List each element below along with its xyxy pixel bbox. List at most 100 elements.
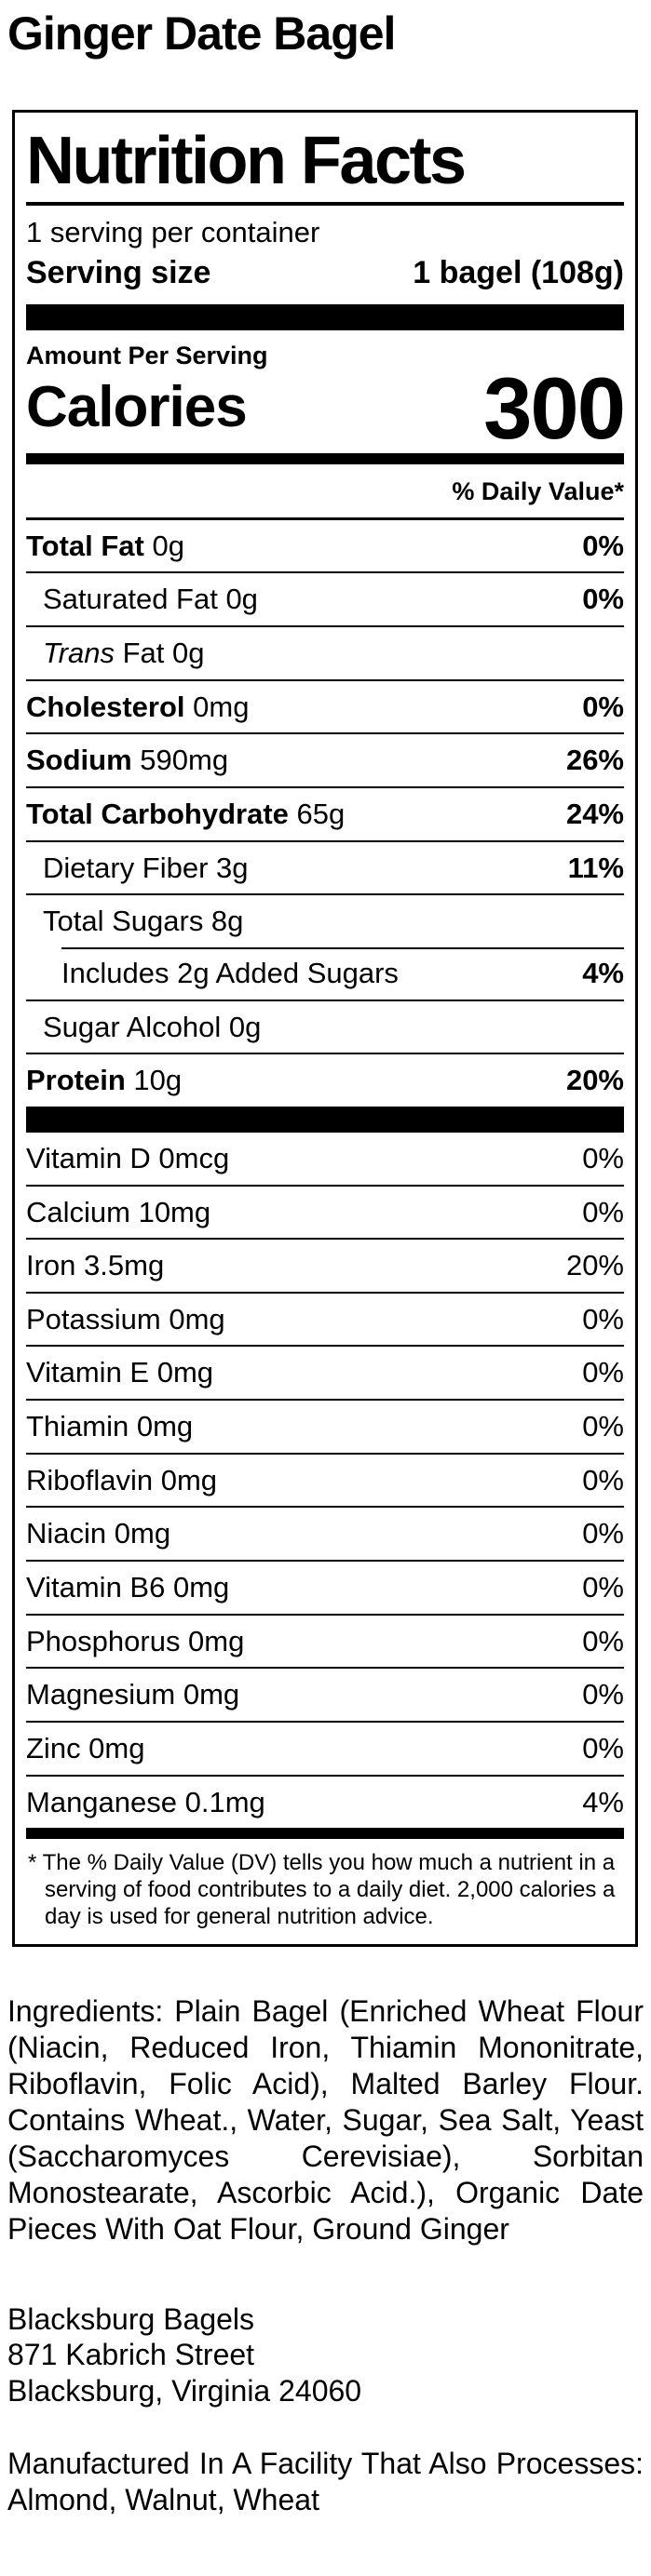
nutrient-row-added-sugars: Includes 2g Added Sugars 4% xyxy=(26,946,624,1000)
micronutrient-row-riboflavin: Riboflavin 0mg 0% xyxy=(26,1452,624,1507)
nutrient-name-bold: Total Carbohydrate xyxy=(26,798,289,831)
nutrient-name-italic: Trans xyxy=(43,637,115,670)
nutrient-daily-value: 24% xyxy=(565,798,624,831)
micronutrient-daily-value: 0% xyxy=(582,1678,624,1711)
divider-bar-thick xyxy=(26,1106,624,1133)
product-title: Ginger Date Bagel xyxy=(7,7,396,60)
micronutrient-row-magnesium: Magnesium 0mg 0% xyxy=(26,1667,624,1721)
micronutrient-name: Magnesium 0mg xyxy=(26,1678,240,1711)
nutrient-name: Includes 2g Added Sugars xyxy=(61,956,399,989)
nutrient-amount: 10g xyxy=(133,1064,183,1097)
micronutrient-row-niacin: Niacin 0mg 0% xyxy=(26,1506,624,1560)
nutrient-row-saturated-fat: Saturated Fat 0g 0% xyxy=(26,571,624,625)
micronutrient-name: Riboflavin 0mg xyxy=(26,1463,218,1496)
micronutrient-daily-value: 0% xyxy=(582,1731,624,1764)
nutrient-daily-value: 0% xyxy=(582,583,624,616)
micronutrient-row-vitamin-b6: Vitamin B6 0mg 0% xyxy=(26,1560,624,1614)
micronutrient-daily-value: 0% xyxy=(582,1624,624,1657)
nutrient-name: Total Sugars 8g xyxy=(43,905,244,938)
serving-size-value: 1 bagel (108g) xyxy=(413,254,624,290)
divider-bar-medium xyxy=(26,452,624,464)
ingredients-paragraph: Ingredients: Plain Bagel (Enriched Wheat… xyxy=(7,1993,644,2246)
nutrient-amount: 0mg xyxy=(193,690,250,723)
calories-label: Calories xyxy=(26,374,248,439)
micronutrient-daily-value: 20% xyxy=(565,1249,624,1282)
nutrient-name-bold: Sodium xyxy=(26,744,132,777)
micronutrient-row-phosphorus: Phosphorus 0mg 0% xyxy=(26,1613,624,1668)
serving-size-row: Serving size 1 bagel (108g) xyxy=(26,251,624,304)
micronutrient-row-thiamin: Thiamin 0mg 0% xyxy=(26,1399,624,1453)
micronutrient-name: Vitamin E 0mg xyxy=(26,1356,214,1389)
nutrient-name: Protein 10g xyxy=(26,1064,182,1097)
nutrient-daily-value: 0% xyxy=(582,690,624,723)
manufacturer-name: Blacksburg Bagels xyxy=(7,2301,255,2336)
nutrient-name: Total Fat 0g xyxy=(26,530,184,563)
nutrient-name: Dietary Fiber 3g xyxy=(43,851,249,884)
nutrient-name: Total Carbohydrate 65g xyxy=(26,798,345,831)
micronutrient-name: Niacin 0mg xyxy=(26,1517,171,1550)
nutrient-name: Sugar Alcohol 0g xyxy=(43,1010,262,1043)
servings-per-container: 1 serving per container xyxy=(26,216,320,248)
micronutrient-daily-value: 0% xyxy=(582,1302,624,1335)
nutrient-name-bold: Protein xyxy=(26,1064,126,1097)
micronutrient-name: Thiamin 0mg xyxy=(26,1410,194,1443)
nutrient-row-protein: Protein 10g 20% xyxy=(26,1053,624,1107)
nutrient-name: Trans Fat 0g xyxy=(43,637,204,670)
nutrient-name: Saturated Fat 0g xyxy=(43,583,258,616)
nutrient-row-total-sugars: Total Sugars 8g xyxy=(26,893,624,947)
micronutrient-daily-value: 0% xyxy=(582,1141,624,1174)
micronutrient-daily-value: 0% xyxy=(582,1356,624,1389)
daily-value-footnote: * The % Daily Value (DV) tells you how m… xyxy=(26,1839,624,1936)
nutrient-daily-value: 0% xyxy=(582,529,624,562)
micronutrient-name: Phosphorus 0mg xyxy=(26,1624,245,1657)
nutrient-row-dietary-fiber: Dietary Fiber 3g 11% xyxy=(26,839,624,894)
nutrient-name: Cholesterol 0mg xyxy=(26,691,249,724)
nutrient-row-total-fat: Total Fat 0g 0% xyxy=(26,520,624,572)
micronutrient-row-manganese: Manganese 0.1mg 4% xyxy=(26,1774,624,1829)
amount-per-serving-label: Amount Per Serving xyxy=(26,341,268,369)
manufacturer-street: 871 Kabrich Street xyxy=(7,2338,255,2372)
nutrient-name: Sodium 590mg xyxy=(26,744,228,777)
calories-value: 300 xyxy=(483,358,626,457)
micronutrient-row-calcium: Calcium 10mg 0% xyxy=(26,1184,624,1239)
nutrient-amount: 65g xyxy=(296,798,346,831)
nutrient-daily-value: 11% xyxy=(567,851,624,884)
daily-value-header: % Daily Value* xyxy=(26,464,624,520)
nutrient-row-sodium: Sodium 590mg 26% xyxy=(26,732,624,786)
manufacturer-address: Blacksburg Bagels 871 Kabrich Street Bla… xyxy=(7,2301,644,2408)
micronutrient-row-potassium: Potassium 0mg 0% xyxy=(26,1291,624,1346)
nutrient-daily-value: 26% xyxy=(565,744,624,777)
allergen-notice: Manufactured In A Facility That Also Pro… xyxy=(7,2446,644,2517)
nutrient-name-bold: Cholesterol xyxy=(26,690,185,723)
divider-bar-thick xyxy=(26,303,624,330)
micronutrient-name: Calcium 10mg xyxy=(26,1195,211,1228)
micronutrient-daily-value: 0% xyxy=(582,1517,624,1550)
nutrient-row-trans-fat: Trans Fat 0g xyxy=(26,625,624,679)
micronutrient-daily-value: 0% xyxy=(582,1571,624,1603)
micronutrient-name: Manganese 0.1mg xyxy=(26,1785,265,1818)
micronutrient-name: Iron 3.5mg xyxy=(26,1249,165,1282)
micronutrient-name: Zinc 0mg xyxy=(26,1731,145,1764)
nutrient-row-sugar-alcohol: Sugar Alcohol 0g xyxy=(26,999,624,1053)
manufacturer-city-state-zip: Blacksburg, Virginia 24060 xyxy=(7,2373,362,2408)
nutrient-name-bold: Total Fat xyxy=(26,529,144,562)
micronutrient-daily-value: 0% xyxy=(582,1410,624,1443)
nutrient-row-cholesterol: Cholesterol 0mg 0% xyxy=(26,678,624,733)
micronutrient-row-iron: Iron 3.5mg 20% xyxy=(26,1238,624,1292)
micronutrient-name: Potassium 0mg xyxy=(26,1302,225,1335)
nutrition-facts-heading: Nutrition Facts xyxy=(26,113,624,206)
micronutrient-row-zinc: Zinc 0mg 0% xyxy=(26,1720,624,1775)
micronutrient-row-vitamin-e: Vitamin E 0mg 0% xyxy=(26,1345,624,1399)
calories-row: Calories 300 xyxy=(26,358,626,457)
nutrient-amount: 590mg xyxy=(140,744,229,777)
micronutrient-name: Vitamin B6 0mg xyxy=(26,1571,230,1603)
micronutrient-row-vitamin-d: Vitamin D 0mcg 0% xyxy=(26,1133,624,1185)
nutrient-row-total-carbohydrate: Total Carbohydrate 65g 24% xyxy=(26,786,624,840)
micronutrient-daily-value: 0% xyxy=(582,1463,624,1496)
nutrition-facts-panel: Nutrition Facts 1 serving per container … xyxy=(12,110,638,1947)
daily-value-footnote-text: * The % Daily Value (DV) tells you how m… xyxy=(28,1850,616,1929)
nutrient-daily-value: 20% xyxy=(565,1064,624,1097)
serving-size-label: Serving size xyxy=(26,254,211,290)
divider-bar-medium xyxy=(26,1828,624,1840)
